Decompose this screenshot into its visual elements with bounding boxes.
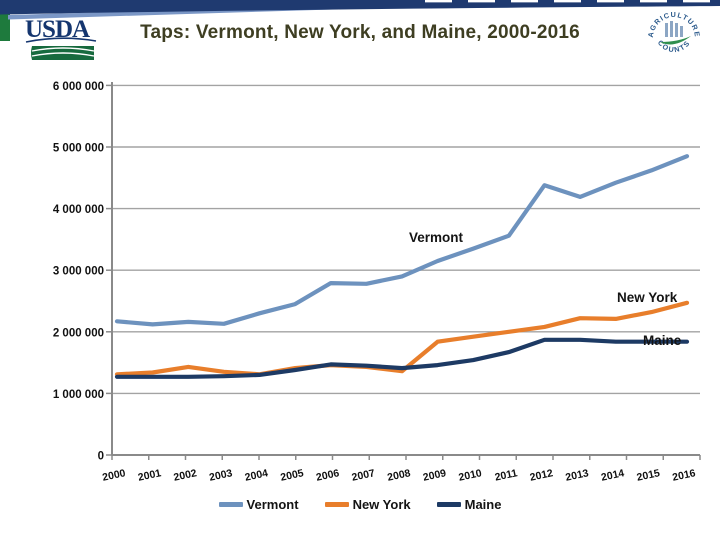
svg-text:2001: 2001 [137, 467, 162, 484]
series-line-vermont [114, 154, 690, 327]
svg-text:5 000 000: 5 000 000 [53, 143, 104, 155]
legend-swatch-vermont [218, 502, 243, 507]
legend-swatch-maine [436, 502, 461, 507]
legend-swatch-new-york [324, 502, 349, 507]
usda-field-line-1 [31, 47, 95, 52]
svg-text:1 000 000: 1 000 000 [53, 389, 104, 401]
svg-text:2004: 2004 [244, 467, 269, 484]
legend-item-new-york: New York [324, 497, 411, 512]
svg-text:2008: 2008 [386, 467, 411, 484]
usda-field-line-2 [31, 52, 95, 57]
x-axis-labels: 2000 2001 2002 2003 2004 2005 2006 2007 2008 2009… [101, 467, 696, 484]
badge-leaf-icon [660, 36, 691, 45]
svg-text:2015: 2015 [636, 467, 661, 484]
svg-text:2005: 2005 [279, 467, 304, 484]
series-label-maine: Maine [643, 333, 682, 348]
header-swoosh-band [0, 0, 720, 20]
badge-columns-icon [660, 21, 691, 45]
series-label-vermont: Vermont [409, 230, 464, 245]
legend-label-maine: Maine [464, 497, 502, 512]
svg-text:0: 0 [98, 451, 104, 463]
page-title: Taps: Vermont, New York, and Maine, 2000… [140, 22, 580, 43]
series-line-maine [114, 337, 690, 379]
svg-text:2002: 2002 [173, 467, 198, 484]
legend-item-vermont: Vermont [218, 497, 299, 512]
y-axis-labels: 0 1 000 000 2 000 000 3 000 000 4 000 000 5 0… [53, 81, 104, 463]
svg-text:6 000 000: 6 000 000 [53, 81, 104, 93]
axes [106, 82, 701, 460]
svg-text:2 000 000: 2 000 000 [53, 327, 104, 339]
svg-text:4 000 000: 4 000 000 [53, 204, 104, 216]
series-line-new-york [114, 300, 690, 377]
svg-text:2006: 2006 [315, 467, 340, 484]
chart-legend: Vermont New York Maine [0, 497, 720, 512]
usda-swoosh-line [25, 37, 97, 43]
svg-text:2013: 2013 [564, 467, 589, 484]
svg-text:2016: 2016 [671, 467, 696, 484]
svg-text:2000: 2000 [101, 467, 126, 484]
badge-circle [647, 9, 701, 63]
legend-label-new-york: New York [352, 497, 411, 512]
svg-text:2014: 2014 [600, 467, 625, 484]
svg-text:2012: 2012 [529, 467, 554, 484]
usda-logo: USDA [25, 16, 97, 60]
agriculture-counts-badge: AGRICULTURE COUNTS [646, 9, 701, 63]
svg-text:2007: 2007 [351, 467, 376, 484]
header-green-accent [0, 0, 10, 41]
svg-text:2011: 2011 [494, 467, 519, 484]
legend-item-maine: Maine [436, 497, 502, 512]
gridlines [112, 84, 700, 395]
series-label-new-york: New York [617, 290, 678, 305]
legend-label-vermont: Vermont [246, 497, 299, 512]
svg-text:3 000 000: 3 000 000 [53, 266, 104, 278]
navy-swoosh [0, 0, 720, 15]
svg-text:2009: 2009 [422, 467, 447, 484]
svg-text:2003: 2003 [208, 467, 233, 484]
svg-text:2010: 2010 [458, 467, 483, 484]
